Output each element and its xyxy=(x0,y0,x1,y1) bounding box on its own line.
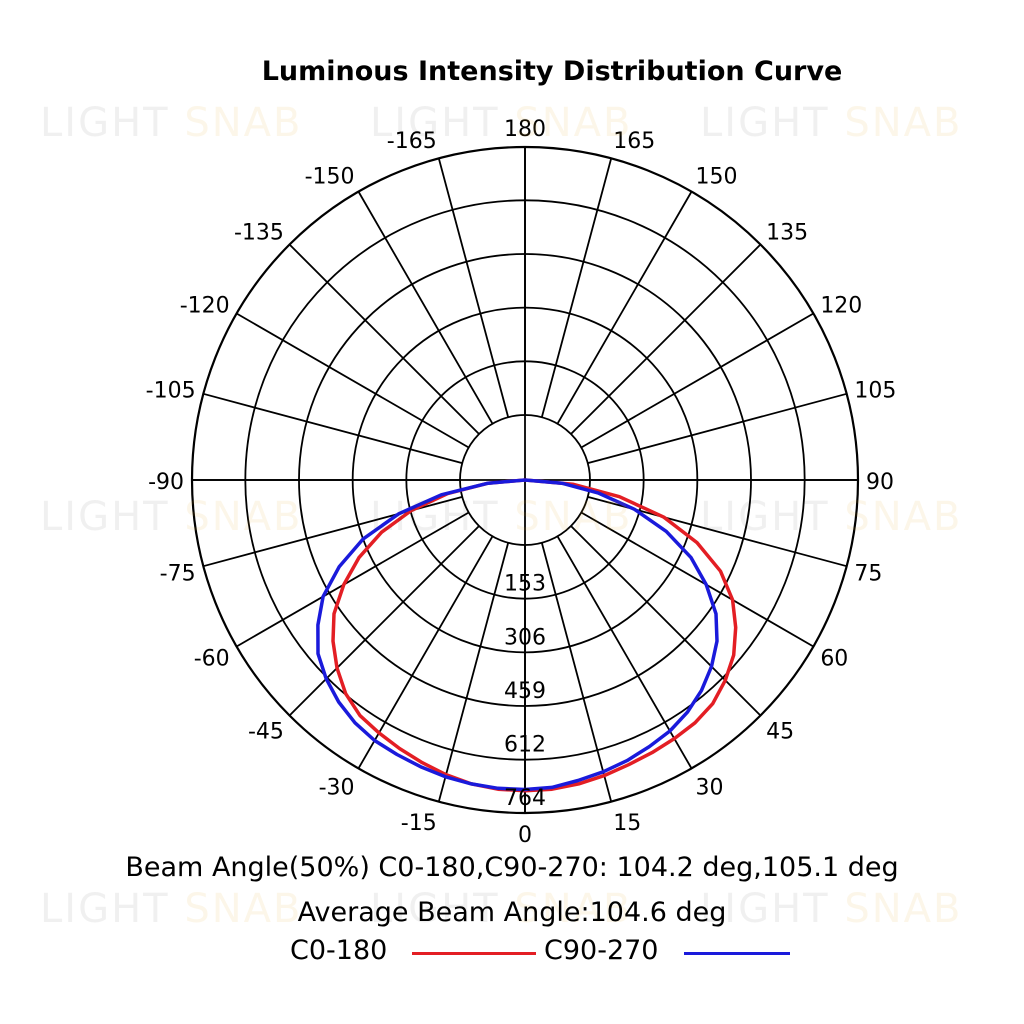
angle-tick-label: -120 xyxy=(180,294,230,319)
series-c90-270-curve xyxy=(316,478,719,792)
grid-spoke xyxy=(288,243,480,435)
watermark: LIGHT SNAB xyxy=(700,886,963,932)
grid-spoke xyxy=(580,511,814,648)
angle-tick-label: 90 xyxy=(866,470,894,495)
grid-spoke xyxy=(288,525,480,717)
angle-tick-label: 45 xyxy=(766,720,794,745)
watermark: LIGHT SNAB xyxy=(370,494,633,540)
angle-tick-labels: 0 15 30 45 60 75 90 105 120 135 150 165 180 -165 -150 -… xyxy=(146,117,897,848)
average-beam-angle-info: Average Beam Angle:104.6 deg xyxy=(297,897,727,928)
radial-tick-label: 459 xyxy=(504,679,546,704)
grid-spoke xyxy=(203,392,463,465)
angle-tick-label: -75 xyxy=(160,561,196,586)
angle-tick-label: -135 xyxy=(234,220,284,245)
grid-spoke xyxy=(556,191,693,425)
grid-spoke xyxy=(437,158,510,418)
angle-tick-label: 105 xyxy=(854,379,896,404)
angle-tick-label: -60 xyxy=(194,647,230,672)
angle-tick-label: -105 xyxy=(146,379,196,404)
grid-spoke xyxy=(570,243,762,435)
watermark: LIGHT SNAB xyxy=(40,494,303,540)
radial-tick-label: 306 xyxy=(504,625,546,650)
grid-spoke xyxy=(236,312,470,449)
chart-title: Luminous Intensity Distribution Curve xyxy=(261,56,843,87)
grid-spoke xyxy=(236,511,470,648)
legend: C0-180 C90-270 xyxy=(0,935,1024,971)
angle-tick-label: -45 xyxy=(248,720,284,745)
angle-tick-label: 120 xyxy=(820,294,862,319)
angle-tick-label: -165 xyxy=(387,129,437,154)
angle-tick-label: 75 xyxy=(854,561,882,586)
legend-label-c90-270: C90-270 xyxy=(544,935,659,966)
series-curves xyxy=(316,478,738,793)
grid-spoke xyxy=(540,542,613,802)
radial-tick-label: 764 xyxy=(504,786,546,811)
grid-spoke xyxy=(357,191,494,425)
angle-tick-label: 135 xyxy=(766,220,808,245)
angle-tick-label: -150 xyxy=(305,164,355,189)
angle-tick-label: 0 xyxy=(518,823,532,848)
angle-tick-label: -90 xyxy=(148,470,184,495)
angle-tick-label: 30 xyxy=(696,776,724,801)
legend-swatch-c90-270 xyxy=(684,952,790,955)
legend-label-c0-180: C0-180 xyxy=(290,935,388,966)
grid-spoke xyxy=(580,312,814,449)
legend-swatch-c0-180 xyxy=(412,952,536,955)
radial-tick-label: 612 xyxy=(504,733,546,758)
watermark: LIGHT SNAB xyxy=(370,100,633,146)
grid-spoke xyxy=(437,542,510,802)
grid-spoke xyxy=(540,158,613,418)
watermark: LIGHT SNAB xyxy=(40,886,303,932)
angle-tick-label: 15 xyxy=(613,811,641,836)
watermark: LIGHT SNAB xyxy=(700,494,963,540)
angle-tick-label: 165 xyxy=(613,129,655,154)
angle-tick-label: 180 xyxy=(504,117,546,142)
angle-tick-label: -15 xyxy=(401,811,437,836)
angle-tick-label: 150 xyxy=(696,164,738,189)
radial-tick-label: 153 xyxy=(504,572,546,597)
grid-spoke xyxy=(357,535,494,769)
watermark: LIGHT SNAB xyxy=(370,886,633,932)
radial-tick-labels: 153 306 459 612 764 xyxy=(504,572,546,811)
angle-tick-label: 60 xyxy=(820,647,848,672)
watermark: LIGHT SNAB xyxy=(700,100,963,146)
angle-tick-label: -30 xyxy=(319,776,355,801)
grid-spoke xyxy=(587,392,847,465)
grid-spoke xyxy=(570,525,762,717)
watermark: LIGHT SNAB xyxy=(40,100,303,146)
beam-angle-info: Beam Angle(50%) C0-180,C90-270: 104.2 de… xyxy=(125,852,899,883)
